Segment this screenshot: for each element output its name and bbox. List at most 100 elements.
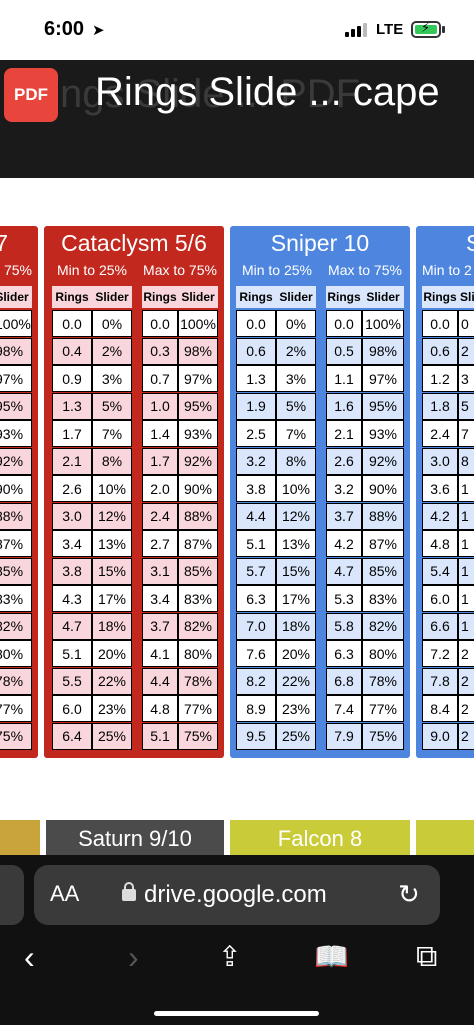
location-arrow-icon: ➤ (92, 22, 105, 39)
table-cell: 5.8 (326, 612, 362, 640)
table-cell: 7.4 (326, 695, 362, 722)
table-card-left-partial: 7 o 75% Slider 100%98%97%95%93%92%90%88%… (0, 226, 38, 758)
document-title[interactable]: Rings Slide ... cape (95, 70, 440, 114)
tabs-icon[interactable]: ⧉ (416, 940, 438, 973)
table-cell: 1.8 (422, 392, 458, 420)
url-text[interactable]: drive.google.com (144, 881, 327, 908)
status-bar: 6:00 ➤ LTE ⚡ (0, 0, 474, 60)
table-cell: 2 (458, 695, 474, 722)
table-cell: 4.4 (236, 502, 276, 530)
table-cell: 15% (92, 557, 132, 585)
address-bar[interactable]: AA drive.google.com ↻ (34, 865, 440, 925)
table-cell: 5.1 (52, 640, 92, 667)
table-cell: 87% (362, 530, 404, 557)
pdf-page[interactable]: 7 o 75% Slider 100%98%97%95%93%92%90%88%… (0, 178, 474, 868)
cellular-signal-icon (345, 23, 371, 37)
column-header-slider: Sli (458, 286, 474, 308)
table-cell: 8.4 (422, 695, 458, 722)
table-cell: 77% (0, 695, 32, 722)
table-cell: 18% (276, 612, 316, 640)
table-cell: 2% (92, 337, 132, 365)
table-cell: 8 (458, 447, 474, 475)
table-cell: 82% (178, 612, 218, 640)
table-cell: 95% (178, 392, 218, 420)
text-size-button[interactable]: AA (50, 881, 80, 906)
table-cell: 0.0 (236, 310, 276, 337)
forward-icon[interactable]: › (128, 939, 139, 975)
share-icon[interactable]: ⇪ (218, 941, 242, 972)
table-cell: 13% (92, 530, 132, 557)
table-cell: 75% (0, 722, 32, 750)
table-cell: 20% (92, 640, 132, 667)
table-cell: 5% (276, 392, 316, 420)
home-indicator (154, 1011, 319, 1016)
table-cell: 22% (92, 667, 132, 695)
table-cell: 1.0 (142, 392, 178, 420)
table-cell: 22% (276, 667, 316, 695)
lock-icon (122, 882, 136, 901)
table-cell: 92% (178, 447, 218, 475)
table-cell: 2.5 (236, 420, 276, 447)
header-ghost-title: ngs Slide ... PDF (60, 72, 361, 116)
table-cell: 1.6 (326, 392, 362, 420)
table-cell: 0.6 (422, 337, 458, 365)
table-cell: 8.9 (236, 695, 276, 722)
previous-tab-preview[interactable] (0, 865, 24, 925)
card-title: Cataclysm 5/6 (61, 230, 207, 256)
table-cell: 12% (92, 502, 132, 530)
column-header-rings: Rings (422, 286, 458, 308)
card-subtitle: Min to 2 (422, 262, 472, 278)
reload-icon[interactable]: ↻ (398, 879, 420, 909)
table-cell: 7.8 (422, 667, 458, 695)
table-cell: 23% (276, 695, 316, 722)
max-label: Max to 75% (143, 262, 217, 278)
column-header-rings: Rings (326, 286, 362, 308)
table-cell: 85% (0, 557, 32, 585)
table-cell: 97% (178, 365, 218, 392)
table-cell: 2.1 (52, 447, 92, 475)
table-cell: 7.0 (236, 612, 276, 640)
card-title: Saturn 9/10 (78, 826, 192, 851)
back-icon[interactable]: ‹ (24, 939, 35, 975)
table-cell: 1.1 (326, 365, 362, 392)
table-cell: 2 (458, 667, 474, 695)
column-header-slider: Slider (276, 286, 316, 308)
table-cell: 80% (362, 640, 404, 667)
table-cell: 1 (458, 530, 474, 557)
table-cell: 3.8 (236, 475, 276, 502)
table-cell: 17% (92, 585, 132, 612)
table-cell: 10% (92, 475, 132, 502)
table-cell: 2.4 (142, 502, 178, 530)
table-cell: 75% (362, 722, 404, 750)
table-cell: 8.2 (236, 667, 276, 695)
table-cell: 9.0 (422, 722, 458, 750)
table-cell: 3.7 (142, 612, 178, 640)
table-cell: 15% (276, 557, 316, 585)
table-cell: 3 (458, 365, 474, 392)
table-cell: 25% (92, 722, 132, 750)
table-cell: 93% (0, 420, 32, 447)
table-cell: 82% (362, 612, 404, 640)
table-cell: 6.0 (52, 695, 92, 722)
bookmarks-icon[interactable]: 📖 (314, 941, 349, 972)
table-cell: 97% (362, 365, 404, 392)
table-cell: 0.0 (326, 310, 362, 337)
table-cell: 4.7 (52, 612, 92, 640)
min-label: Min to 25% (56, 262, 128, 278)
table-cell: 9.5 (236, 722, 276, 750)
table-cell: 1.9 (236, 392, 276, 420)
table-cell: 92% (362, 447, 404, 475)
column-header-rings: Rings (142, 286, 178, 308)
table-cell: 3% (276, 365, 316, 392)
table-cell: 98% (362, 337, 404, 365)
table-cell: 88% (362, 502, 404, 530)
table-cell: 5.1 (142, 722, 178, 750)
browser-toolbar: ‹ › ⇪ 📖 ⧉ (0, 937, 474, 987)
table-cell: 3.4 (52, 530, 92, 557)
table-cell: 5.3 (326, 585, 362, 612)
table-card-sniper: Sniper 10 Min to 25% Max to 75% Rings Sl… (230, 226, 410, 758)
table-cell: 100% (178, 310, 218, 337)
table-cell: 77% (178, 695, 218, 722)
table-cell: 1 (458, 502, 474, 530)
table-cell: 1 (458, 475, 474, 502)
